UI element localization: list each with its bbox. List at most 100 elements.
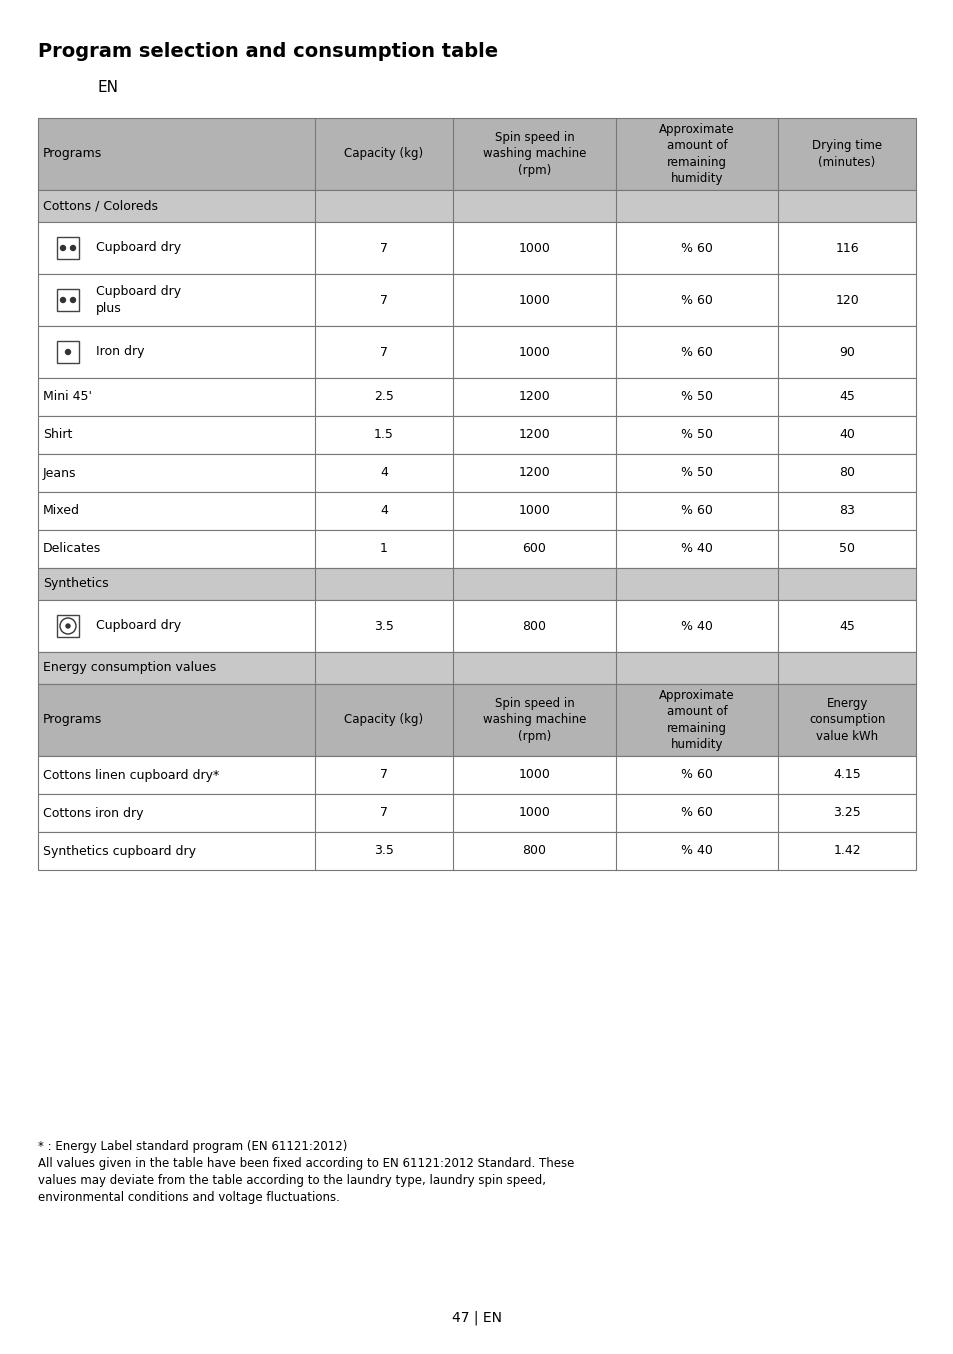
Text: Shirt: Shirt: [43, 428, 72, 441]
Bar: [38, 756, 915, 793]
Text: 1000: 1000: [518, 345, 550, 359]
Text: Cupboard dry: Cupboard dry: [96, 620, 181, 632]
Bar: [38, 653, 915, 684]
Text: 7: 7: [379, 769, 388, 781]
Text: % 60: % 60: [680, 807, 712, 819]
Text: % 60: % 60: [680, 345, 712, 359]
Text: 800: 800: [522, 845, 546, 857]
Text: Program selection and consumption table: Program selection and consumption table: [38, 42, 497, 61]
Bar: [38, 831, 915, 871]
Text: % 60: % 60: [680, 769, 712, 781]
Text: 1200: 1200: [518, 428, 550, 441]
Bar: [38, 416, 915, 454]
Text: 3.5: 3.5: [374, 845, 394, 857]
Text: Cupboard dry
plus: Cupboard dry plus: [96, 286, 181, 314]
Text: 120: 120: [834, 294, 858, 306]
Text: 1000: 1000: [518, 505, 550, 517]
Bar: [38, 190, 915, 222]
Text: * : Energy Label standard program (EN 61121:2012): * : Energy Label standard program (EN 61…: [38, 1140, 347, 1154]
Text: 7: 7: [379, 294, 388, 306]
Text: 1000: 1000: [518, 807, 550, 819]
Text: % 50: % 50: [680, 428, 712, 441]
Text: 4.15: 4.15: [832, 769, 860, 781]
Text: Cottons iron dry: Cottons iron dry: [43, 807, 143, 819]
Text: 1200: 1200: [518, 390, 550, 403]
Text: 45: 45: [839, 620, 854, 632]
Text: Delicates: Delicates: [43, 543, 101, 555]
Text: 3.5: 3.5: [374, 620, 394, 632]
Text: % 60: % 60: [680, 505, 712, 517]
Text: % 40: % 40: [680, 543, 712, 555]
Bar: [38, 529, 915, 567]
Text: 7: 7: [379, 241, 388, 255]
Text: 1.42: 1.42: [832, 845, 860, 857]
Text: Energy
consumption
value kWh: Energy consumption value kWh: [808, 697, 884, 743]
Text: % 50: % 50: [680, 467, 712, 479]
Text: Spin speed in
washing machine
(rpm): Spin speed in washing machine (rpm): [482, 697, 585, 743]
Text: 2.5: 2.5: [374, 390, 394, 403]
Text: All values given in the table have been fixed according to EN 61121:2012 Standar: All values given in the table have been …: [38, 1158, 574, 1170]
Text: 45: 45: [839, 390, 854, 403]
Text: Approximate
amount of
remaining
humidity: Approximate amount of remaining humidity: [659, 689, 734, 751]
Text: Cottons linen cupboard dry*: Cottons linen cupboard dry*: [43, 769, 219, 781]
Bar: [38, 222, 915, 274]
Text: 800: 800: [522, 620, 546, 632]
Bar: [38, 454, 915, 492]
Text: Iron dry: Iron dry: [96, 345, 144, 359]
Text: Energy consumption values: Energy consumption values: [43, 662, 216, 674]
Text: Mixed: Mixed: [43, 505, 80, 517]
Text: 1.5: 1.5: [374, 428, 394, 441]
Text: Synthetics: Synthetics: [43, 578, 109, 590]
Text: Programs: Programs: [43, 148, 102, 161]
Text: Capacity (kg): Capacity (kg): [344, 148, 423, 161]
Text: 80: 80: [839, 467, 854, 479]
Text: 50: 50: [839, 543, 854, 555]
Text: Programs: Programs: [43, 714, 102, 727]
Bar: [57, 615, 79, 636]
Circle shape: [71, 245, 75, 250]
Text: 600: 600: [522, 543, 546, 555]
Text: % 40: % 40: [680, 620, 712, 632]
Text: 1000: 1000: [518, 769, 550, 781]
Text: 83: 83: [839, 505, 854, 517]
Text: values may deviate from the table according to the laundry type, laundry spin sp: values may deviate from the table accord…: [38, 1174, 545, 1187]
Text: 1000: 1000: [518, 294, 550, 306]
Circle shape: [60, 245, 66, 250]
Bar: [38, 684, 915, 756]
Text: 7: 7: [379, 345, 388, 359]
Text: environmental conditions and voltage fluctuations.: environmental conditions and voltage flu…: [38, 1192, 339, 1204]
Circle shape: [60, 298, 66, 302]
Text: Mini 45': Mini 45': [43, 390, 91, 403]
Bar: [57, 341, 79, 363]
Text: 4: 4: [379, 505, 388, 517]
Text: Approximate
amount of
remaining
humidity: Approximate amount of remaining humidity: [659, 123, 734, 185]
Text: EN: EN: [98, 80, 119, 95]
Circle shape: [66, 624, 70, 628]
Text: Jeans: Jeans: [43, 467, 76, 479]
Bar: [38, 378, 915, 416]
Bar: [38, 274, 915, 326]
Bar: [57, 237, 79, 259]
Text: 1: 1: [379, 543, 388, 555]
Text: 90: 90: [839, 345, 854, 359]
Text: Cottons / Coloreds: Cottons / Coloreds: [43, 199, 158, 213]
Text: Synthetics cupboard dry: Synthetics cupboard dry: [43, 845, 195, 857]
Text: 4: 4: [379, 467, 388, 479]
Text: % 50: % 50: [680, 390, 712, 403]
Text: Spin speed in
washing machine
(rpm): Spin speed in washing machine (rpm): [482, 131, 585, 177]
Text: 1000: 1000: [518, 241, 550, 255]
Bar: [57, 288, 79, 311]
Bar: [38, 118, 915, 190]
Circle shape: [66, 349, 71, 355]
Text: 7: 7: [379, 807, 388, 819]
Bar: [38, 600, 915, 653]
Bar: [38, 567, 915, 600]
Text: 1200: 1200: [518, 467, 550, 479]
Text: % 40: % 40: [680, 845, 712, 857]
Bar: [38, 326, 915, 378]
Text: 40: 40: [839, 428, 854, 441]
Bar: [38, 793, 915, 831]
Text: % 60: % 60: [680, 241, 712, 255]
Text: 47 | EN: 47 | EN: [452, 1311, 501, 1326]
Text: Cupboard dry: Cupboard dry: [96, 241, 181, 255]
